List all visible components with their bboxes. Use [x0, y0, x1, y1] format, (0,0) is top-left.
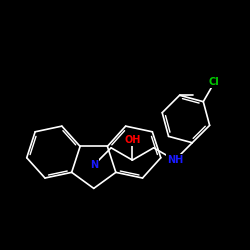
Text: N: N — [90, 160, 98, 170]
Text: OH: OH — [124, 135, 140, 145]
Text: Cl: Cl — [209, 77, 220, 87]
Text: NH: NH — [167, 155, 183, 165]
